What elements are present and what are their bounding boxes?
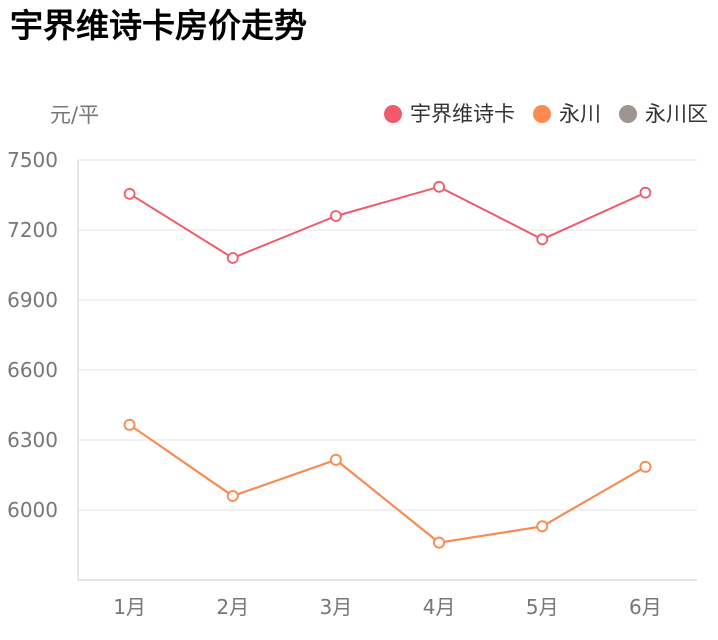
chart-legend: 宇界维诗卡 永川 永川区 — [384, 100, 708, 128]
y-tick-label: 6600 — [7, 358, 58, 382]
series-2-point — [433, 536, 445, 549]
legend-item-series-3[interactable]: 永川区 — [619, 100, 708, 128]
series-2-point — [639, 460, 652, 473]
series-line-2 — [129, 424, 646, 544]
y-tick-label: 6000 — [7, 498, 58, 522]
legend-label-series-2: 永川 — [559, 102, 601, 126]
x-tick-label: 6月 — [629, 595, 662, 619]
y-tick-label: 6900 — [7, 288, 58, 312]
series-1-point — [433, 180, 445, 193]
series-2-point — [226, 490, 239, 502]
y-tick-label: 7200 — [7, 218, 58, 242]
x-tick-label: 2月 — [216, 595, 249, 619]
legend-marker-series-2 — [533, 105, 551, 123]
series-2-point — [536, 520, 549, 533]
series-line-3 — [129, 424, 646, 544]
chart-title: 宇界维诗卡房价走势 — [10, 6, 307, 45]
legend-label-series-3: 永川区 — [645, 102, 708, 126]
x-tick-label: 4月 — [423, 595, 456, 619]
series-line-1 — [129, 185, 646, 259]
series-1-point — [226, 252, 239, 264]
series-1-point — [330, 210, 342, 222]
legend-marker-series-3 — [619, 105, 637, 123]
legend-item-series-2[interactable]: 永川 — [533, 100, 601, 128]
series-2-point — [330, 453, 342, 466]
legend-item-series-1[interactable]: 宇界维诗卡 — [384, 100, 515, 128]
legend-marker-series-1 — [384, 105, 402, 123]
series-1-point — [639, 186, 652, 199]
legend-label-series-1: 宇界维诗卡 — [410, 102, 515, 126]
x-tick-label: 1月 — [113, 595, 146, 619]
x-tick-label: 5月 — [526, 595, 559, 619]
x-tick-label: 3月 — [320, 595, 353, 619]
series-2-point — [123, 418, 136, 431]
y-axis-unit-label: 元/平 — [50, 103, 100, 127]
y-tick-label: 7500 — [7, 148, 58, 172]
series-1-point — [536, 233, 549, 246]
series-1-point — [123, 187, 136, 200]
y-tick-label: 6300 — [7, 428, 58, 452]
